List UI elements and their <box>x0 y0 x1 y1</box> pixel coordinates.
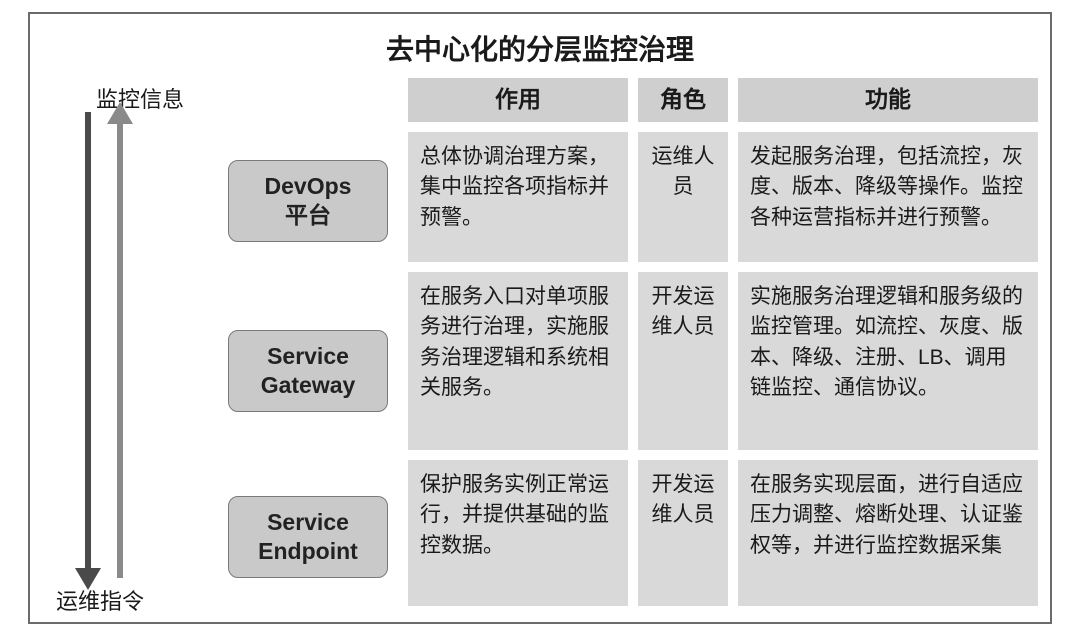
layer-badge-devops: DevOps平台 <box>228 160 388 242</box>
cell-purpose: 在服务入口对单项服务进行治理，实施服务治理逻辑和系统相关服务。 <box>408 272 628 450</box>
table-header-row: 作用 角色 功能 <box>408 78 1040 122</box>
layer-badge-endpoint: ServiceEndpoint <box>228 496 388 578</box>
cell-purpose: 保护服务实例正常运行，并提供基础的监控数据。 <box>408 460 628 606</box>
arrows-region: 监控信息 运维指令 <box>66 78 196 618</box>
col-header-function: 功能 <box>738 78 1038 122</box>
cell-function: 实施服务治理逻辑和服务级的监控管理。如流控、灰度、版本、降级、注册、LB、调用链… <box>738 272 1038 450</box>
diagram-frame: 去中心化的分层监控治理 监控信息 运维指令 DevOps平台 ServiceGa… <box>28 12 1052 624</box>
cell-function: 在服务实现层面，进行自适应压力调整、熔断处理、认证鉴权等，并进行监控数据采集 <box>738 460 1038 606</box>
diagram-title: 去中心化的分层监控治理 <box>30 14 1050 78</box>
governance-table: 作用 角色 功能 总体协调治理方案，集中监控各项指标并预警。 运维人员 发起服务… <box>408 78 1040 616</box>
col-header-purpose: 作用 <box>408 78 628 122</box>
layer-badge-label: DevOps平台 <box>265 172 352 230</box>
table-row: 在服务入口对单项服务进行治理，实施服务治理逻辑和系统相关服务。 开发运维人员 实… <box>408 272 1040 450</box>
col-header-role: 角色 <box>638 78 728 122</box>
cell-role: 运维人员 <box>638 132 728 262</box>
table-row: 总体协调治理方案，集中监控各项指标并预警。 运维人员 发起服务治理，包括流控，灰… <box>408 132 1040 262</box>
cell-role: 开发运维人员 <box>638 460 728 606</box>
table-row: 保护服务实例正常运行，并提供基础的监控数据。 开发运维人员 在服务实现层面，进行… <box>408 460 1040 606</box>
content-area: 监控信息 运维指令 DevOps平台 ServiceGateway Servic… <box>30 78 1050 630</box>
layer-badge-label: ServiceEndpoint <box>258 508 358 566</box>
arrow-bottom-label: 运维指令 <box>56 584 144 616</box>
layer-badge-gateway: ServiceGateway <box>228 330 388 412</box>
cell-purpose: 总体协调治理方案，集中监控各项指标并预警。 <box>408 132 628 262</box>
cell-function: 发起服务治理，包括流控，灰度、版本、降级等操作。监控各种运营指标并进行预警。 <box>738 132 1038 262</box>
cell-role: 开发运维人员 <box>638 272 728 450</box>
layer-badge-label: ServiceGateway <box>261 342 356 400</box>
